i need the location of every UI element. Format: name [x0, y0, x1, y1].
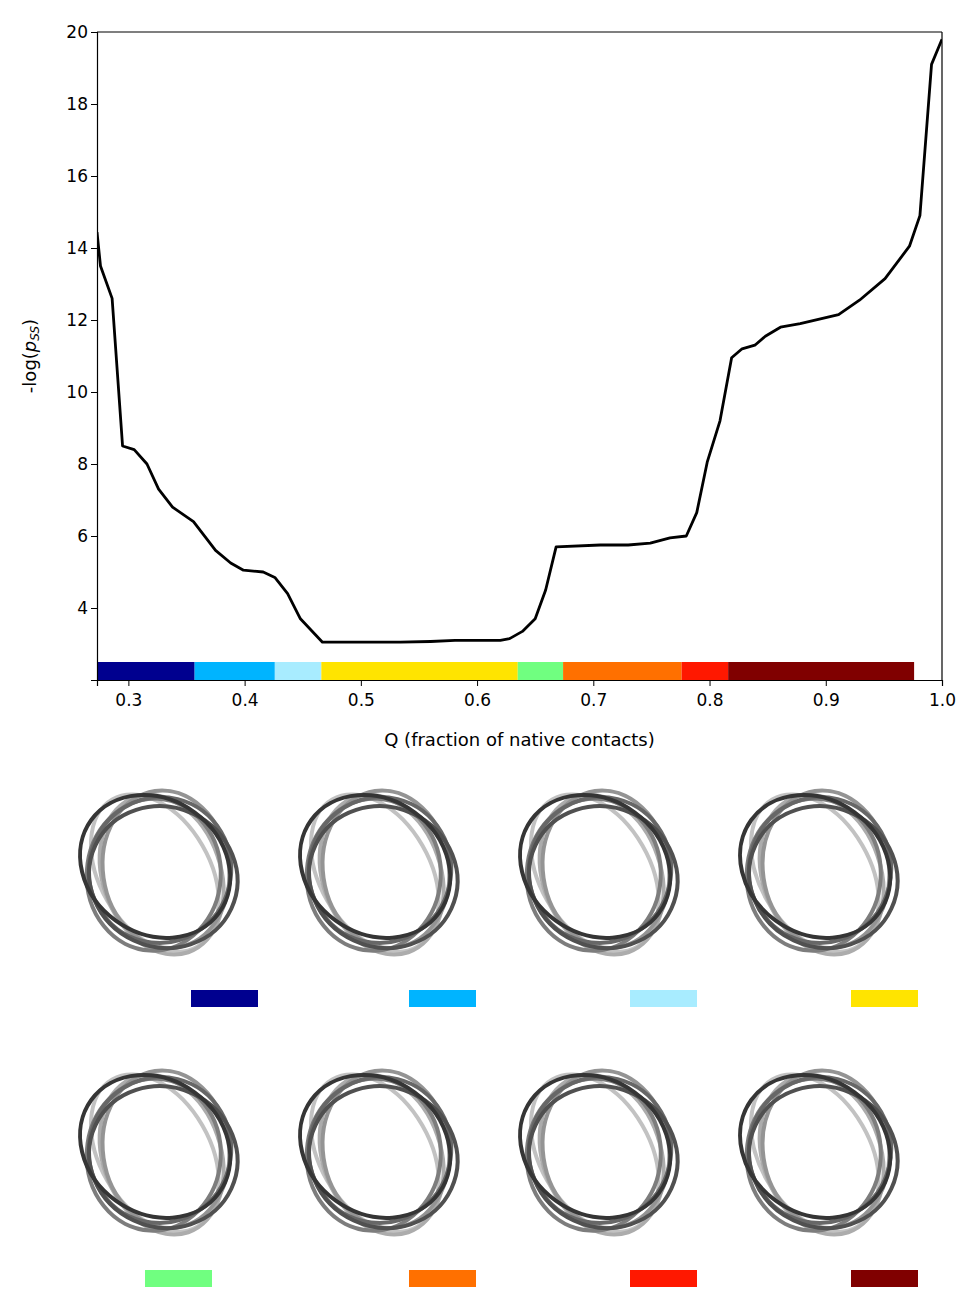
tick-label: 0.7: [580, 690, 607, 710]
tick-label: 10: [66, 382, 88, 402]
q-band: [518, 662, 563, 680]
structure-ensemble: [52, 1046, 261, 1254]
q-band: [682, 662, 728, 680]
swatch: [851, 1270, 918, 1287]
structure-ensemble: [272, 1046, 481, 1254]
tick-label: 18: [66, 94, 88, 114]
tick-label: 0.5: [348, 690, 375, 710]
tick-label: 20: [66, 22, 88, 42]
axis-line: [91, 33, 98, 681]
tick: 20: [66, 22, 97, 42]
tick: 8: [77, 454, 97, 474]
tick-label: 16: [66, 166, 88, 186]
tick-mark: [91, 392, 97, 393]
frame: [941, 32, 942, 680]
q-band: [275, 662, 321, 680]
tick-mark: [361, 680, 362, 686]
tick-label: 0.3: [115, 690, 142, 710]
ribbon: [712, 766, 919, 967]
y-axis: 4 6 8 10 12 14 16 18 20: [66, 22, 97, 681]
tick-label: 14: [66, 238, 88, 258]
tick-mark: [128, 680, 129, 686]
structure-ensemble: [52, 766, 261, 974]
ribbon: [272, 1046, 479, 1247]
tick-mark: [245, 680, 246, 686]
tick: 4: [77, 598, 97, 618]
swatch: [851, 990, 918, 1007]
tick-mark: [593, 680, 594, 686]
tick-mark: [477, 680, 478, 686]
marks: [97, 39, 942, 680]
tick-mark: [91, 248, 97, 249]
curve: [97, 39, 942, 642]
q-band: [728, 662, 914, 680]
axis-line: [98, 681, 943, 687]
ribbon: [492, 766, 699, 967]
structure-ensemble: [492, 1046, 701, 1254]
tick: 0.6: [464, 680, 491, 710]
ribbon: [712, 1046, 919, 1247]
tick: 6: [77, 526, 97, 546]
tick-mark: [91, 464, 97, 465]
y-title-part: SS: [28, 326, 42, 341]
q-band: [195, 662, 275, 680]
tick-mark: [91, 536, 97, 537]
tick: 0.4: [232, 680, 259, 710]
structure-ensemble: [492, 766, 701, 974]
tick: 14: [66, 238, 97, 258]
x-axis: 0.3 0.4 0.5 0.6 0.7 0.8 0.9 1.0: [98, 680, 957, 710]
y-title-part: ): [19, 319, 40, 326]
tick: 0.9: [813, 680, 840, 710]
tick: 0.5: [348, 680, 375, 710]
tick-mark: [91, 176, 97, 177]
tick: 16: [66, 166, 97, 186]
tick: 10: [66, 382, 97, 402]
tick-mark: [826, 680, 827, 686]
tick-label: 0.4: [232, 690, 259, 710]
ribbon: [52, 1046, 259, 1247]
tick-mark: [91, 608, 97, 609]
swatch: [409, 1270, 476, 1287]
ribbon: [272, 766, 479, 967]
y-title-part: p: [19, 341, 40, 353]
swatch: [145, 1270, 212, 1287]
q-band: [563, 662, 682, 680]
structure-ensemble: [712, 1046, 921, 1254]
swatch: [630, 990, 697, 1007]
tick-label: 0.8: [697, 690, 724, 710]
tick-mark: [710, 680, 711, 686]
tick-label: 0.9: [813, 690, 840, 710]
q-band: [97, 662, 195, 680]
y-title: -log(pSS): [19, 319, 42, 393]
structure-ensemble: [272, 766, 481, 974]
tick-mark: [942, 680, 943, 686]
tick-label: 0.6: [464, 690, 491, 710]
structure-ensemble: [712, 766, 921, 974]
swatch: [630, 1270, 697, 1287]
tick-label: 8: [77, 454, 88, 474]
plot: 0.3 0.4 0.5 0.6 0.7 0.8 0.9 1.0 4 6 8 10 12 14 16 18 20: [66, 22, 956, 710]
tick: 0.8: [697, 680, 724, 710]
frame: [97, 31, 942, 32]
y-title-part: -log(: [19, 352, 40, 393]
tick: 18: [66, 94, 97, 114]
tick-mark: [91, 104, 97, 105]
x-title: Q (fraction of native contacts): [384, 729, 655, 750]
ribbon: [492, 1046, 699, 1247]
q-band: [321, 662, 517, 680]
tick: 0.7: [580, 680, 607, 710]
tick-mark: [91, 320, 97, 321]
tick-mark: [91, 32, 97, 33]
swatch: [409, 990, 476, 1007]
swatch: [191, 990, 258, 1007]
tick-label: 1.0: [929, 690, 956, 710]
tick: 1.0: [929, 680, 956, 710]
chart: 0.3 0.4 0.5 0.6 0.7 0.8 0.9 1.0 4 6 8 10 12 14 16 18 20 Q…: [0, 0, 974, 1305]
tick-label: 12: [66, 310, 88, 330]
ribbon: [52, 766, 259, 967]
tick: 12: [66, 310, 97, 330]
tick-label: 4: [77, 598, 88, 618]
tick-label: 6: [77, 526, 88, 546]
tick: 0.3: [115, 680, 142, 710]
